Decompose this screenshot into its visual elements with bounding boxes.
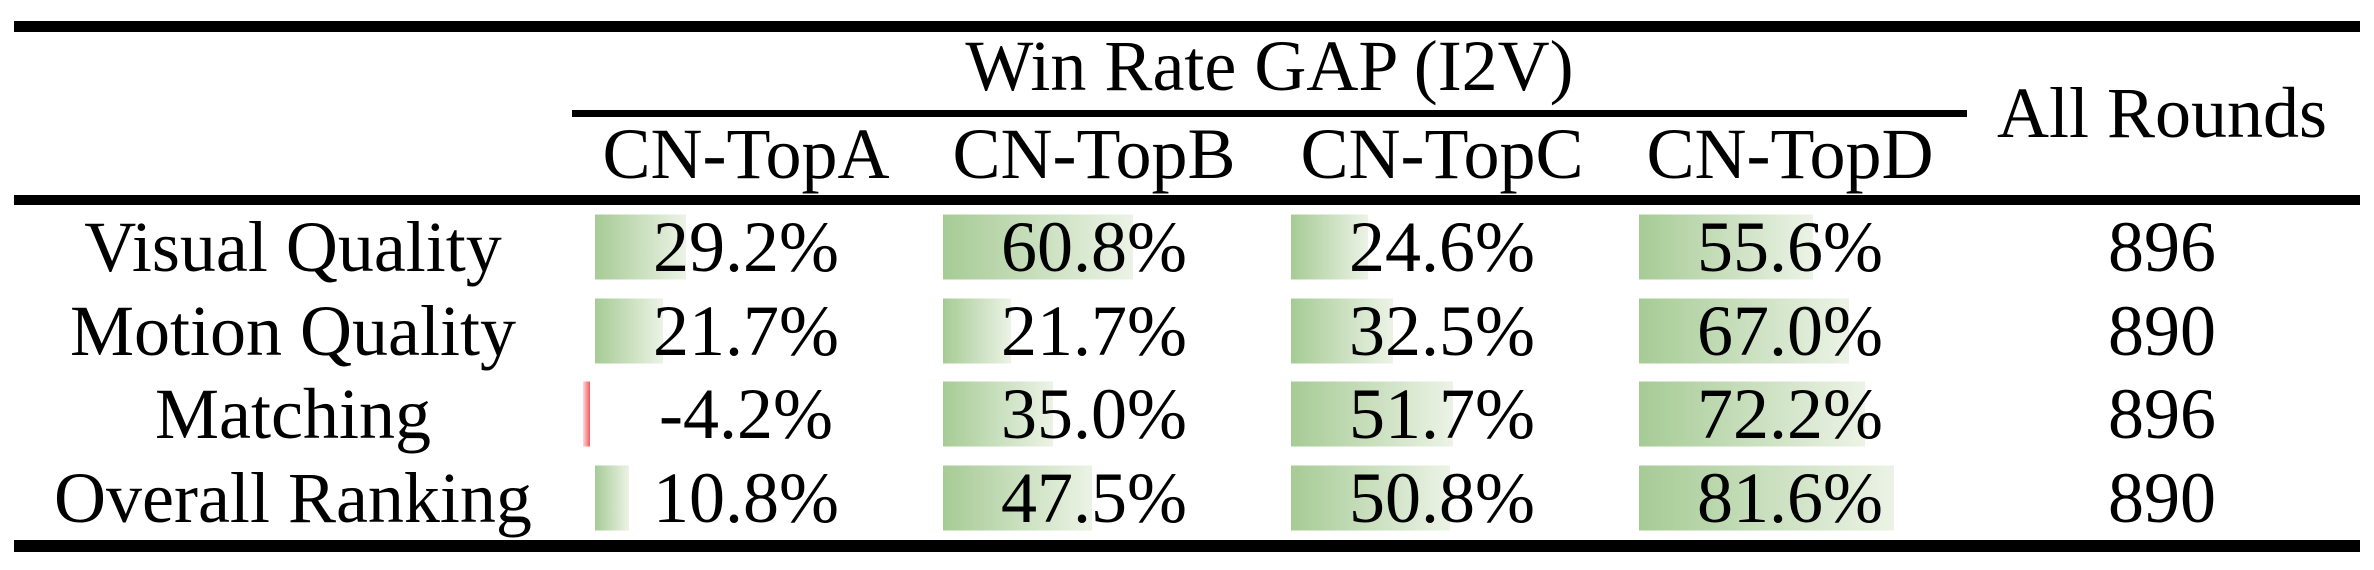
cell-value: 21.7%: [653, 290, 839, 371]
table-row-motion-quality: Motion Quality 21.7% 21.7% 32.5% 67.0% 8…: [0, 289, 2374, 373]
win-rate-bar: [595, 298, 663, 364]
win-rate-bar: [1291, 381, 1453, 447]
table-cell: 51.7%: [1268, 373, 1616, 457]
table-body: Visual Quality 29.2% 60.8% 24.6% 55.6% 8…: [0, 205, 2374, 540]
cell-value: 67.0%: [1697, 290, 1883, 371]
column-header-cn-topa: CN-TopA: [602, 114, 890, 194]
win-rate-bar: [943, 298, 1011, 364]
cell-value: 29.2%: [653, 206, 839, 287]
table-cell: 10.8%: [572, 456, 920, 540]
cell-value: 47.5%: [1001, 458, 1187, 539]
row-label: Matching: [155, 374, 431, 455]
win-rate-bar: [595, 465, 629, 531]
table-cell: 47.5%: [920, 456, 1268, 540]
table-row-overall-ranking: Overall Ranking 10.8% 47.5% 50.8% 81.6% …: [0, 456, 2374, 540]
win-rate-bar: [1291, 465, 1450, 531]
cell-value: 32.5%: [1349, 290, 1535, 371]
cell-value: 890: [2108, 458, 2216, 539]
table-cell: 50.8%: [1268, 456, 1616, 540]
cell-value: 50.8%: [1349, 458, 1535, 539]
win-rate-bar: [1291, 298, 1393, 364]
all-rounds-cell: 890: [1964, 289, 2360, 373]
win-rate-bar: [1639, 214, 1813, 280]
cell-value: 60.8%: [1001, 206, 1187, 287]
table-row-visual-quality: Visual Quality 29.2% 60.8% 24.6% 55.6% 8…: [0, 205, 2374, 289]
win-rate-bar: [943, 465, 1092, 531]
cell-value: 896: [2108, 374, 2216, 455]
table-cell: 55.6%: [1616, 205, 1964, 289]
cell-value: 72.2%: [1697, 374, 1883, 455]
cell-value: 51.7%: [1349, 374, 1535, 455]
win-rate-bar: [595, 214, 686, 280]
table-cell: 24.6%: [1268, 205, 1616, 289]
win-rate-bar: [1639, 465, 1894, 531]
win-rate-bar: [943, 214, 1133, 280]
table-cell: 29.2%: [572, 205, 920, 289]
cell-value: 55.6%: [1697, 206, 1883, 287]
row-label: Motion Quality: [70, 290, 516, 371]
table-top-rule: [14, 21, 2360, 32]
table-cell: 81.6%: [1616, 456, 1964, 540]
table-cell: 32.5%: [1268, 289, 1616, 373]
row-label: Overall Ranking: [54, 458, 532, 539]
table-mid-rule: [14, 195, 2360, 205]
cell-value: 890: [2108, 290, 2216, 371]
column-header-all-rounds: All Rounds: [1996, 73, 2328, 153]
cell-value: 35.0%: [1001, 374, 1187, 455]
group-header-win-rate-gap: Win Rate GAP (I2V): [965, 26, 1574, 106]
group-header-underline-rule: [572, 110, 1967, 117]
win-rate-bar: [943, 381, 1053, 447]
cell-value: 10.8%: [653, 458, 839, 539]
table-cell: 67.0%: [1616, 289, 1964, 373]
cell-value: 81.6%: [1697, 458, 1883, 539]
table-bottom-rule: [14, 540, 2360, 552]
win-rate-bar: [1639, 381, 1865, 447]
table-cell: 21.7%: [572, 289, 920, 373]
all-rounds-cell: 896: [1964, 373, 2360, 457]
column-header-cn-topd: CN-TopD: [1646, 114, 1934, 194]
win-rate-bar: [1291, 214, 1368, 280]
win-rate-bar-negative: [583, 381, 590, 447]
win-rate-bar: [1639, 298, 1849, 364]
column-header-cn-topc: CN-TopC: [1300, 114, 1584, 194]
all-rounds-cell: 890: [1964, 456, 2360, 540]
table-cell: 60.8%: [920, 205, 1268, 289]
column-header-cn-topb: CN-TopB: [952, 114, 1236, 194]
table-cell: 21.7%: [920, 289, 1268, 373]
row-label: Visual Quality: [84, 206, 502, 287]
all-rounds-cell: 896: [1964, 205, 2360, 289]
table-cell: -4.2%: [572, 373, 920, 457]
cell-value: 896: [2108, 206, 2216, 287]
cell-value: -4.2%: [659, 374, 833, 455]
cell-value: 21.7%: [1001, 290, 1187, 371]
table-cell: 35.0%: [920, 373, 1268, 457]
table-row-matching: Matching -4.2% 35.0% 51.7% 72.2% 896: [0, 373, 2374, 457]
table-cell: 72.2%: [1616, 373, 1964, 457]
cell-value: 24.6%: [1349, 206, 1535, 287]
